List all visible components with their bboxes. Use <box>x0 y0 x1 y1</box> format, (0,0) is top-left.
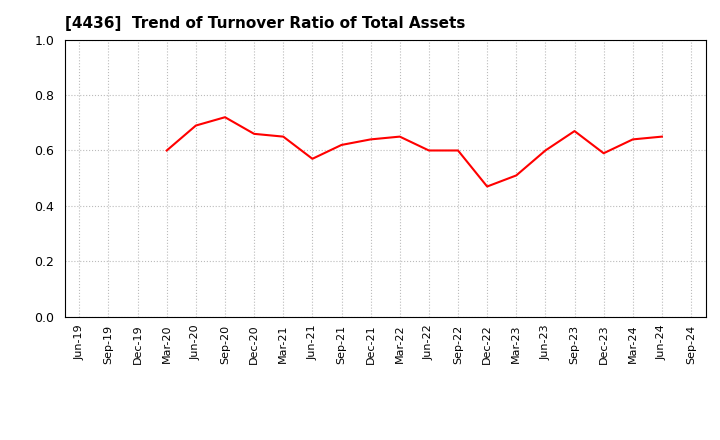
Text: [4436]  Trend of Turnover Ratio of Total Assets: [4436] Trend of Turnover Ratio of Total … <box>65 16 465 32</box>
